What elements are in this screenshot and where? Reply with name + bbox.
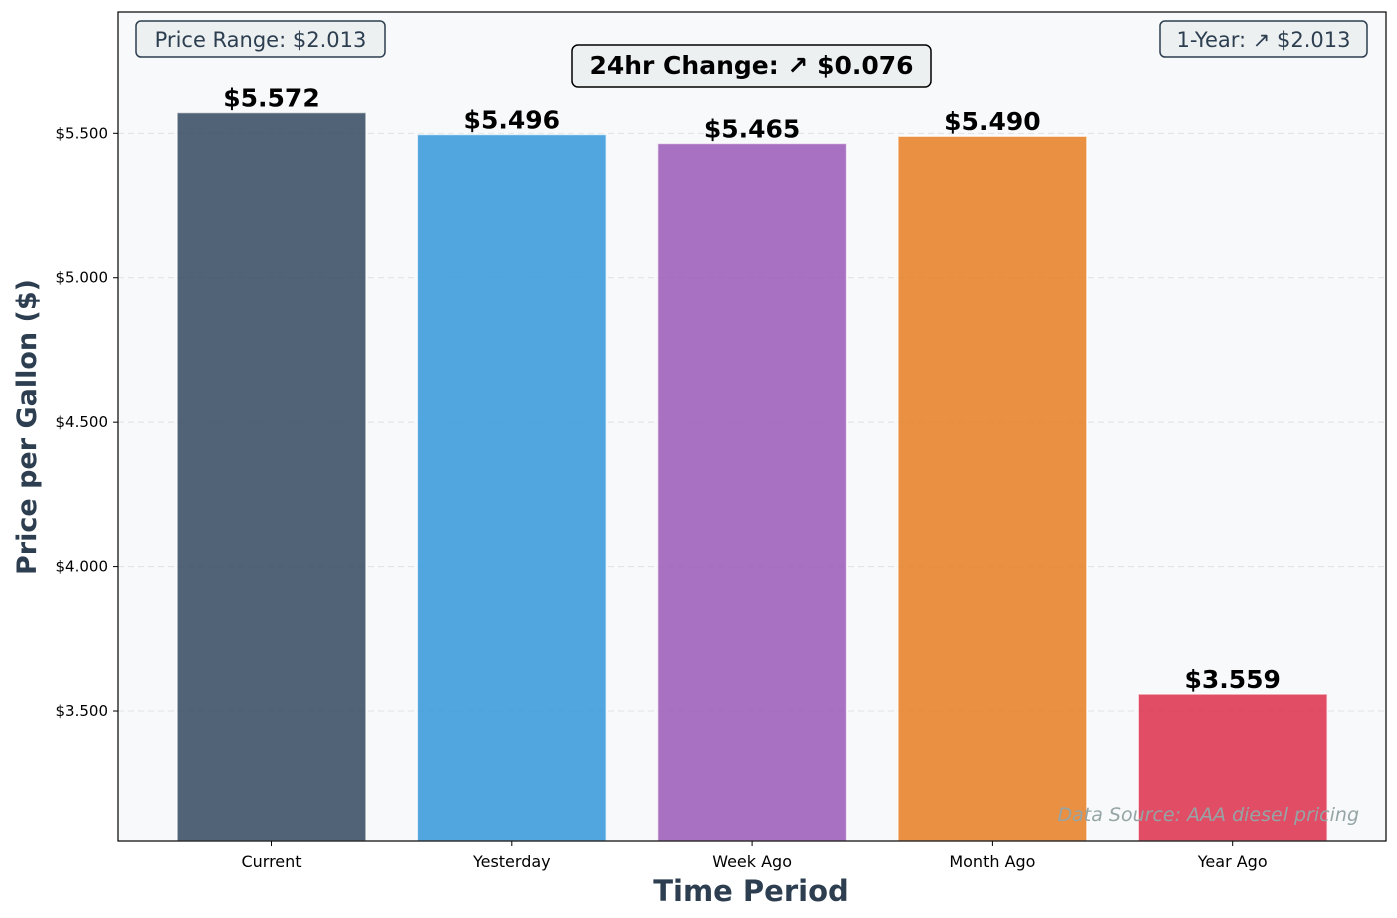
x-axis-ticks: Current Yesterday Week Ago Month Ago Year Ag…: [241, 841, 1268, 871]
y-tick-label: $3.500: [56, 702, 109, 720]
y-axis-ticks: $3.500 $4.000 $4.500 $5.000 $5.500: [56, 124, 118, 720]
change-24hr-annotation: 24hr Change: ↗ $0.076: [571, 44, 932, 88]
change-24hr-text: 24hr Change: ↗ $0.076: [589, 51, 913, 80]
price-range-annotation: Price Range: $2.013: [135, 20, 386, 58]
y-tick-label: $4.000: [56, 558, 109, 576]
value-labels: $5.572 $5.496 $5.465 $5.490 $3.559: [223, 84, 1281, 694]
bar-year-ago: [1137, 693, 1328, 842]
bars: [176, 111, 1328, 842]
x-tick-label: Month Ago: [949, 852, 1035, 871]
y-tick-label: $5.000: [56, 269, 109, 287]
value-label: $5.465: [704, 114, 800, 143]
y-axis-label: Price per Gallon ($): [12, 279, 43, 575]
price-range-text: Price Range: $2.013: [155, 28, 367, 52]
y-tick-label: $4.500: [56, 413, 109, 431]
value-label: $5.572: [223, 84, 319, 113]
bar-month-ago: [897, 135, 1088, 842]
x-tick-label: Yesterday: [472, 852, 551, 871]
value-label: $5.496: [464, 105, 560, 134]
x-tick-label: Week Ago: [712, 852, 792, 871]
x-tick-label: Current: [241, 852, 301, 871]
one-year-text: 1-Year: ↗ $2.013: [1176, 28, 1350, 52]
bar-week-ago: [656, 142, 848, 842]
value-label: $3.559: [1184, 665, 1280, 694]
bar-yesterday: [416, 133, 608, 842]
x-tick-label: Year Ago: [1197, 852, 1268, 871]
x-axis-label: Time Period: [653, 874, 849, 908]
bar-current: [176, 111, 367, 842]
value-label: $5.490: [944, 107, 1040, 136]
y-tick-label: $5.500: [56, 124, 109, 142]
data-source-text: Data Source: AAA diesel pricing: [1058, 804, 1359, 826]
one-year-annotation: 1-Year: ↗ $2.013: [1159, 20, 1368, 58]
